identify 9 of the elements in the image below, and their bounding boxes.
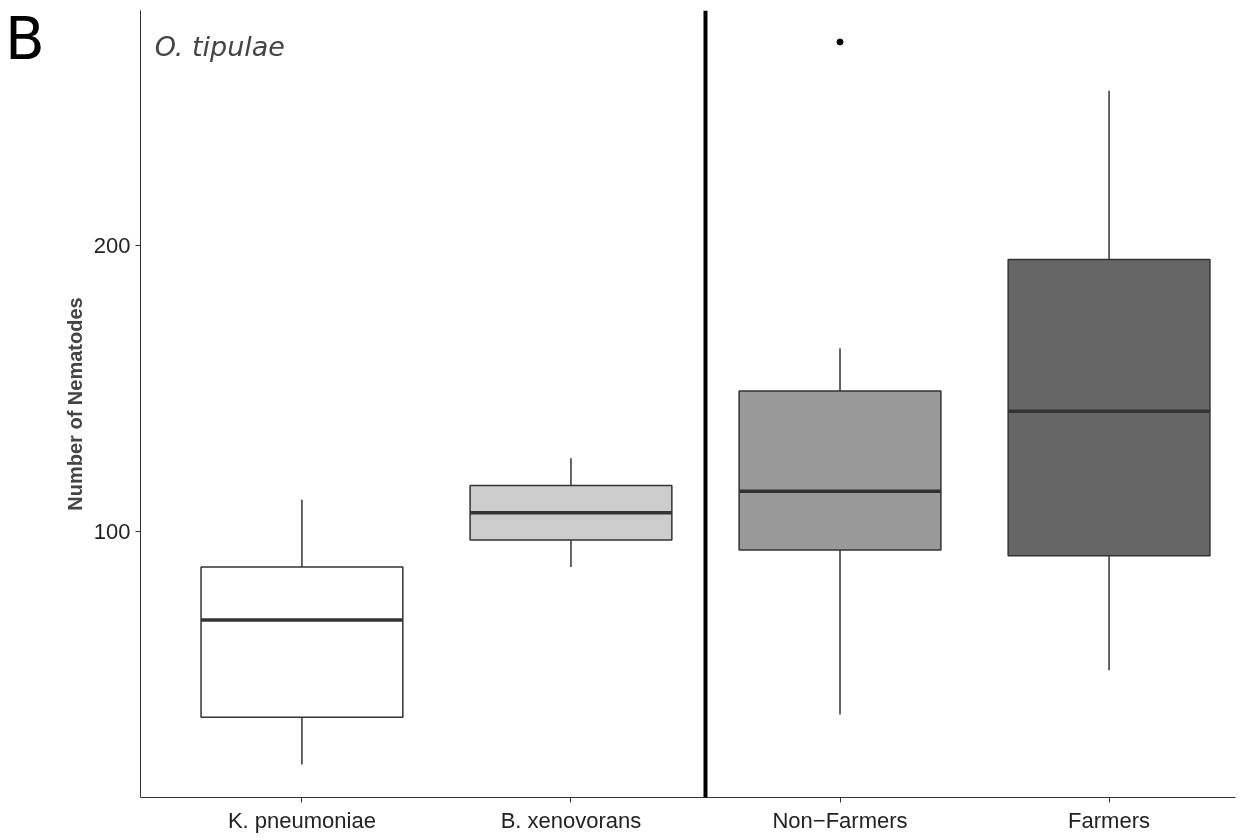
x-tick-label: K. pneumoniae	[227, 807, 376, 833]
x-tick-label: Non−Farmers	[772, 807, 908, 833]
y-tick-label: 200	[93, 232, 131, 258]
y-tick-label: 100	[93, 518, 131, 544]
text: B	[5, 5, 45, 73]
y-axis-title: Number of Nematodes	[63, 297, 86, 511]
annotation: O. tipulae	[154, 30, 285, 62]
x-tick-label: Farmers	[1068, 807, 1150, 833]
x-tick-label: B. xenovorans	[500, 807, 642, 833]
